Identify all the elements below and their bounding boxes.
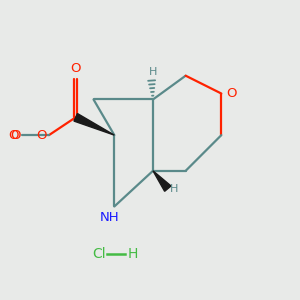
Text: O: O <box>10 129 21 142</box>
Text: O: O <box>8 129 19 142</box>
Polygon shape <box>153 171 171 191</box>
Text: Cl: Cl <box>92 247 105 261</box>
Text: H: H <box>170 184 178 194</box>
Text: H: H <box>128 247 138 261</box>
Text: NH: NH <box>100 211 120 224</box>
Polygon shape <box>74 113 114 135</box>
Text: O: O <box>70 62 81 75</box>
Text: O: O <box>36 129 46 142</box>
Text: H: H <box>149 67 157 77</box>
Text: O: O <box>226 87 236 100</box>
